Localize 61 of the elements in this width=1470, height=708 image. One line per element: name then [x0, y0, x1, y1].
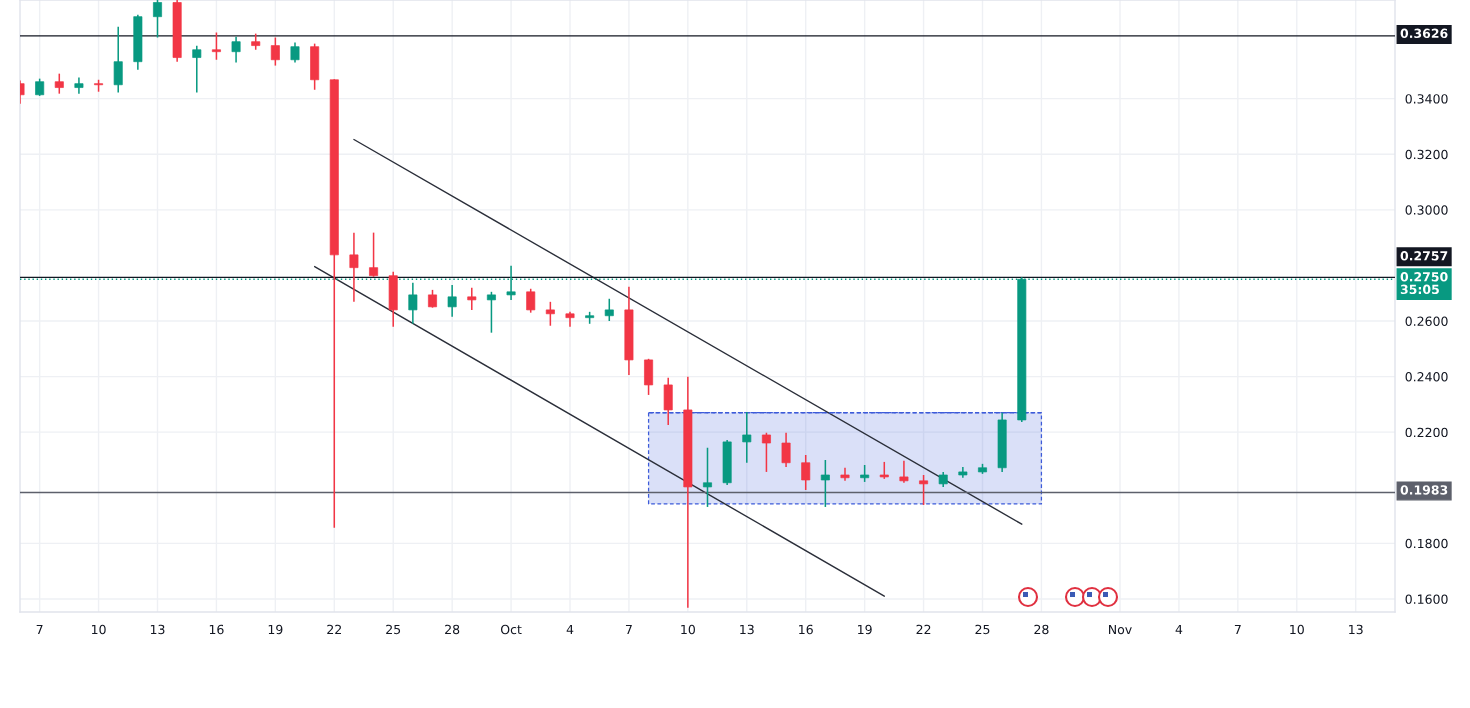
- candlestick: [742, 411, 752, 464]
- y-tick-label: 0.2600: [1405, 316, 1448, 326]
- y-tick-label: 0.2400: [1405, 372, 1448, 382]
- x-tick-label: 10: [681, 624, 695, 635]
- candlestick: [211, 31, 221, 61]
- x-tick-label: 13: [740, 624, 754, 635]
- candlestick: [113, 25, 123, 94]
- ref-line-label: 0.1983: [1400, 485, 1448, 495]
- candlestick: [290, 41, 300, 64]
- ref-line-label: 0.3626: [1400, 28, 1448, 39]
- x-tick-label: 16: [799, 624, 813, 635]
- candlestick: [781, 431, 791, 468]
- x-tick-label: 13: [1349, 624, 1363, 635]
- ref-line-label: 0.2757: [1400, 251, 1448, 261]
- x-tick-label: 10: [1290, 624, 1304, 635]
- x-tick-label: 16: [209, 624, 224, 635]
- x-tick-label: Oct: [500, 624, 522, 635]
- candlestick: [447, 284, 457, 318]
- x-tick-label: 28: [1034, 624, 1049, 635]
- x-tick-label: 7: [36, 624, 43, 634]
- x-tick-label: Nov: [1109, 624, 1132, 635]
- candlestick: [703, 446, 712, 508]
- x-tick-label: 25: [975, 624, 990, 635]
- x-tick-label: 7: [1234, 624, 1241, 634]
- x-tick-label: 13: [150, 624, 165, 635]
- candlestick: [604, 298, 614, 322]
- candlestick: [54, 72, 64, 95]
- candlestick: [899, 460, 909, 484]
- ref-line-label: 0.2750 35:05: [1400, 272, 1448, 295]
- y-tick-label: 0.1600: [1405, 594, 1448, 604]
- y-tick-label: 0.2200: [1405, 427, 1448, 438]
- y-tick-label: 0.1800: [1405, 538, 1448, 549]
- candlestick: [919, 474, 929, 506]
- y-tick-label: 0.3200: [1405, 149, 1448, 160]
- candlestick: [486, 291, 496, 334]
- candlestick: [761, 431, 771, 473]
- candlestick: [369, 231, 379, 278]
- x-tick-label: 19: [858, 624, 872, 635]
- candlestick: [840, 466, 850, 482]
- candlestick: [270, 36, 280, 67]
- candlestick: [820, 459, 830, 508]
- y-tick-label: 0.3400: [1405, 94, 1448, 104]
- x-tick-label: 28: [445, 624, 460, 635]
- candlestick: [153, 0, 162, 39]
- candlestick: [349, 231, 359, 303]
- candlestick: [801, 454, 811, 491]
- x-tick-label: 22: [916, 624, 931, 634]
- candlestick: [408, 281, 418, 325]
- x-tick-label: 10: [91, 624, 106, 635]
- candlestick: [526, 288, 536, 314]
- x-tick-label: 7: [625, 624, 632, 634]
- candlestick: [467, 286, 477, 311]
- candlestick: [192, 45, 202, 94]
- x-tick-label: 19: [268, 624, 283, 635]
- x-tick-label: 22: [327, 624, 341, 634]
- candlestick: [545, 301, 555, 327]
- y-tick-label: 0.3000: [1405, 205, 1448, 215]
- x-tick-label: 25: [386, 624, 401, 635]
- x-tick-label: 4: [566, 624, 574, 634]
- x-tick-label: 4: [1175, 624, 1183, 634]
- candlestick: [231, 35, 241, 64]
